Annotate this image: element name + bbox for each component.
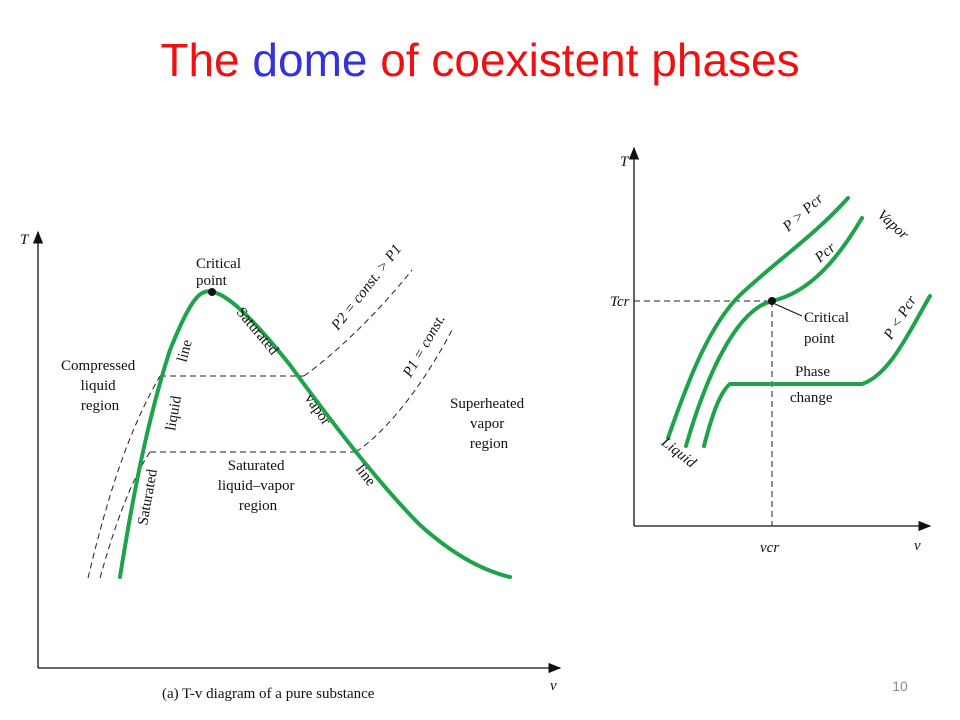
mixture-line1: Saturated <box>228 458 285 474</box>
phase-change-label: Phase change <box>790 364 834 406</box>
page-number: 10 <box>892 678 908 694</box>
right-y-axis-label: T <box>620 154 630 170</box>
label-p-below-pcr: P < Pcr <box>881 293 921 343</box>
critical-point-label: Critical point <box>196 256 245 289</box>
superheated-label: Superheated vapor region <box>450 396 528 452</box>
isobar-p2-label: P2 = const. > P1 <box>328 242 405 335</box>
compressed-line2: liquid <box>81 378 117 394</box>
right-critical-line1: Critical <box>804 310 849 326</box>
left-caption: (a) T-v diagram of a pure substance <box>162 686 375 702</box>
superheated-line1: Superheated <box>450 396 525 412</box>
isobar-p1-superheated <box>355 329 453 453</box>
slide-title: The dome of coexistent phases <box>0 30 960 90</box>
right-critical-point-dot <box>768 297 776 305</box>
mixture-line3: region <box>239 498 278 514</box>
label-pcr: Pcr <box>811 240 839 267</box>
compressed-isobar-1 <box>87 375 161 579</box>
critical-point-line2: point <box>196 273 228 289</box>
phase-change-line2: change <box>790 390 833 406</box>
critical-point-line1: Critical <box>196 256 241 272</box>
title-word-the: The <box>160 34 240 86</box>
label-liquid: Liquid <box>657 434 699 472</box>
compressed-line3: region <box>81 398 120 414</box>
left-y-axis-label: T <box>20 232 30 248</box>
left-tv-diagram: T v Critical point Compressed liquid reg… <box>20 230 562 702</box>
sat-vapor-word-vapor: vapor <box>301 391 334 428</box>
compressed-line1: Compressed <box>61 358 136 374</box>
tcr-label: Tcr <box>610 294 630 310</box>
superheated-line3: region <box>470 436 509 452</box>
title-word-dome: dome <box>252 34 368 86</box>
sat-vapor-word-line: line <box>352 462 379 490</box>
isobar-p1-label: P1 = const. <box>400 312 449 381</box>
vcr-label: vcr <box>760 540 779 556</box>
right-critical-line2: point <box>804 331 836 347</box>
curve-above-critical <box>666 196 850 440</box>
title-rest: of coexistent phases <box>380 34 800 86</box>
compressed-isobar-2 <box>99 451 151 579</box>
right-critical-point-label: Critical point <box>804 310 853 347</box>
curve-below-critical <box>702 294 932 448</box>
compressed-liquid-label: Compressed liquid region <box>61 358 139 414</box>
mixture-line2: liquid–vapor <box>218 478 295 494</box>
saturated-mixture-label: Saturated liquid–vapor region <box>218 458 298 514</box>
critical-point-leader <box>774 303 803 317</box>
saturation-dome <box>118 289 512 579</box>
sat-liquid-word-line: line <box>174 338 195 364</box>
isobar-p2-superheated <box>303 269 413 377</box>
phase-change-line1: Phase <box>795 364 830 380</box>
superheated-line2: vapor <box>470 416 504 432</box>
sat-liquid-word-liquid: liquid <box>163 394 185 432</box>
sat-vapor-word-saturated: Saturated <box>233 305 282 359</box>
label-vapor: Vapor <box>874 207 911 243</box>
critical-point-dot <box>208 288 216 296</box>
right-x-axis-label: v <box>914 538 921 554</box>
left-x-axis-label: v <box>550 678 557 694</box>
right-tv-diagram: T v Tcr vcr Critical point Phase change … <box>610 146 932 556</box>
